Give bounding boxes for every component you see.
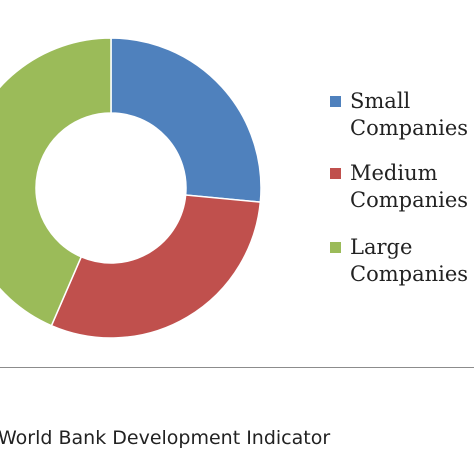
- legend-label-medium: Medium Companies: [350, 161, 469, 212]
- legend-swatch-medium: [330, 168, 341, 179]
- donut-slice-large: [0, 37, 112, 327]
- legend-label-large: Large Companies: [350, 235, 469, 286]
- source-caption: World Bank Development Indicator: [0, 427, 331, 449]
- donut-slice-medium: [50, 194, 262, 339]
- donut-slice-small: [110, 37, 262, 203]
- legend-label-small: Small Companies: [350, 89, 469, 140]
- legend-swatch-small: [330, 96, 341, 107]
- legend-swatch-large: [330, 242, 341, 253]
